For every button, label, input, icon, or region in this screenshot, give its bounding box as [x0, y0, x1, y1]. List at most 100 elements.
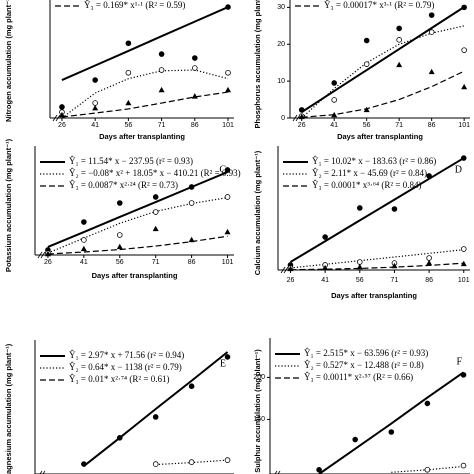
- fit-line: [290, 262, 464, 271]
- data-point: [298, 113, 305, 120]
- y-tick-label: 150: [253, 416, 265, 423]
- data-point: [152, 225, 159, 232]
- data-point: [298, 107, 305, 113]
- data-point: [188, 184, 195, 190]
- y-tick-label: 0: [281, 115, 285, 122]
- data-point: [158, 51, 165, 57]
- data-point: [191, 93, 198, 99]
- x-tick-label: 101: [458, 277, 470, 284]
- data-point: [92, 77, 98, 83]
- y-tick-label: 10: [277, 78, 285, 85]
- data-point: [356, 263, 363, 270]
- data-point: [58, 111, 65, 118]
- data-point: [44, 250, 51, 257]
- data-point: [225, 86, 232, 93]
- x-tick-label: 41: [80, 259, 88, 266]
- x-tick-label: 56: [116, 259, 124, 266]
- data-point: [396, 37, 402, 43]
- x-tick-label: 71: [152, 259, 160, 266]
- data-point: [363, 61, 370, 67]
- legend-label: Ŷ₃ = 0.0001* x³·⁶⁴ (R² = 0.84): [312, 180, 421, 190]
- fit-line: [61, 91, 229, 118]
- data-point: [363, 37, 370, 44]
- data-point: [224, 194, 231, 200]
- panel-label: C: [219, 164, 226, 175]
- data-point: [92, 104, 99, 111]
- legend-label: Ŷ₃ = 0.0087* x²·²⁴ (R² = 0.73): [69, 180, 178, 190]
- x-tick-label: 26: [58, 122, 66, 129]
- y-axis-label: Sulphur accumulation (mg plant⁻¹): [253, 349, 262, 473]
- y-axis-label: Magnesium accumulation (mg plant⁻¹): [4, 343, 13, 474]
- data-point: [331, 111, 338, 118]
- data-point: [224, 228, 231, 235]
- data-point: [331, 80, 337, 86]
- panel-label: F: [456, 356, 462, 367]
- axis-break: [274, 470, 281, 474]
- fit-line: [61, 6, 229, 81]
- data-point: [460, 246, 467, 252]
- y-axis-label: Phosphorus accumulation (mg plant⁻¹): [253, 0, 262, 128]
- data-point: [192, 55, 198, 61]
- legend-label: Ŷ₂ = 2.11* x − 45.69 (r² = 0.84): [312, 168, 427, 178]
- x-tick-label: 86: [425, 277, 433, 284]
- x-axis-label: Days after transplanting: [331, 291, 417, 300]
- data-point: [331, 97, 337, 103]
- data-point: [322, 234, 328, 240]
- data-point: [428, 68, 435, 75]
- data-point: [92, 100, 98, 106]
- x-tick-label: 101: [222, 122, 234, 129]
- data-point: [426, 255, 432, 261]
- legend-label: Ŷ₃ = 0.00017* x³·¹ (R² = 0.79): [324, 0, 434, 10]
- data-point: [225, 69, 231, 76]
- legend-label: Ŷ₁ = 2.97* x + 71.56 (r² = 0.94): [69, 350, 184, 360]
- fit-line: [47, 235, 228, 255]
- legend-label: Ŷ₂ = −0.08* x² + 18.05* x − 410.21 (R² =…: [69, 168, 241, 178]
- x-tick-label: 56: [356, 277, 364, 284]
- data-point: [356, 259, 363, 265]
- y-axis-label: Calcium accumulation (mg plant⁻¹): [253, 150, 262, 275]
- data-point: [116, 434, 123, 441]
- legend-label: Ŷ₂ = 0.64* x − 1138 (r² = 0.79): [69, 362, 182, 372]
- data-point: [81, 219, 87, 225]
- legend-label: Ŷ₃ = 0.169* x¹·¹ (R² = 0.59): [84, 0, 185, 10]
- fit-line: [318, 371, 465, 474]
- data-point: [188, 383, 195, 390]
- axis-break: [39, 470, 46, 474]
- data-point: [116, 243, 123, 250]
- x-axis-label: Days after transplanting: [337, 132, 423, 141]
- x-tick-label: 71: [395, 122, 403, 129]
- x-tick-label: 86: [191, 122, 199, 129]
- data-point: [428, 12, 435, 18]
- data-point: [125, 40, 132, 47]
- data-point: [424, 466, 431, 473]
- data-point: [287, 265, 294, 272]
- y-tick-label: 30: [277, 4, 285, 11]
- data-point: [363, 106, 370, 113]
- x-tick-label: 41: [321, 277, 329, 284]
- data-point: [188, 236, 195, 243]
- fit-line: [301, 6, 465, 113]
- data-point: [461, 47, 467, 53]
- data-point: [428, 29, 435, 35]
- data-point: [224, 167, 231, 173]
- x-axis-label: Days after transplanting: [92, 271, 178, 280]
- x-tick-label: 101: [458, 122, 470, 129]
- data-point: [81, 461, 87, 467]
- y-tick-label: 200: [253, 374, 265, 381]
- x-tick-label: 26: [298, 122, 306, 129]
- data-point: [125, 69, 132, 76]
- data-point: [116, 232, 123, 238]
- data-point: [152, 194, 159, 200]
- x-tick-label: 26: [287, 277, 295, 284]
- data-point: [158, 67, 165, 73]
- x-tick-label: 86: [188, 259, 196, 266]
- data-point: [80, 245, 87, 252]
- data-point: [352, 436, 358, 443]
- legend-label: Ŷ₃ = 0.01* x²·⁷⁴ (R² = 0.61): [69, 374, 169, 384]
- data-point: [461, 83, 468, 90]
- data-point: [188, 459, 195, 465]
- fit-line: [290, 249, 464, 269]
- data-point: [152, 414, 159, 420]
